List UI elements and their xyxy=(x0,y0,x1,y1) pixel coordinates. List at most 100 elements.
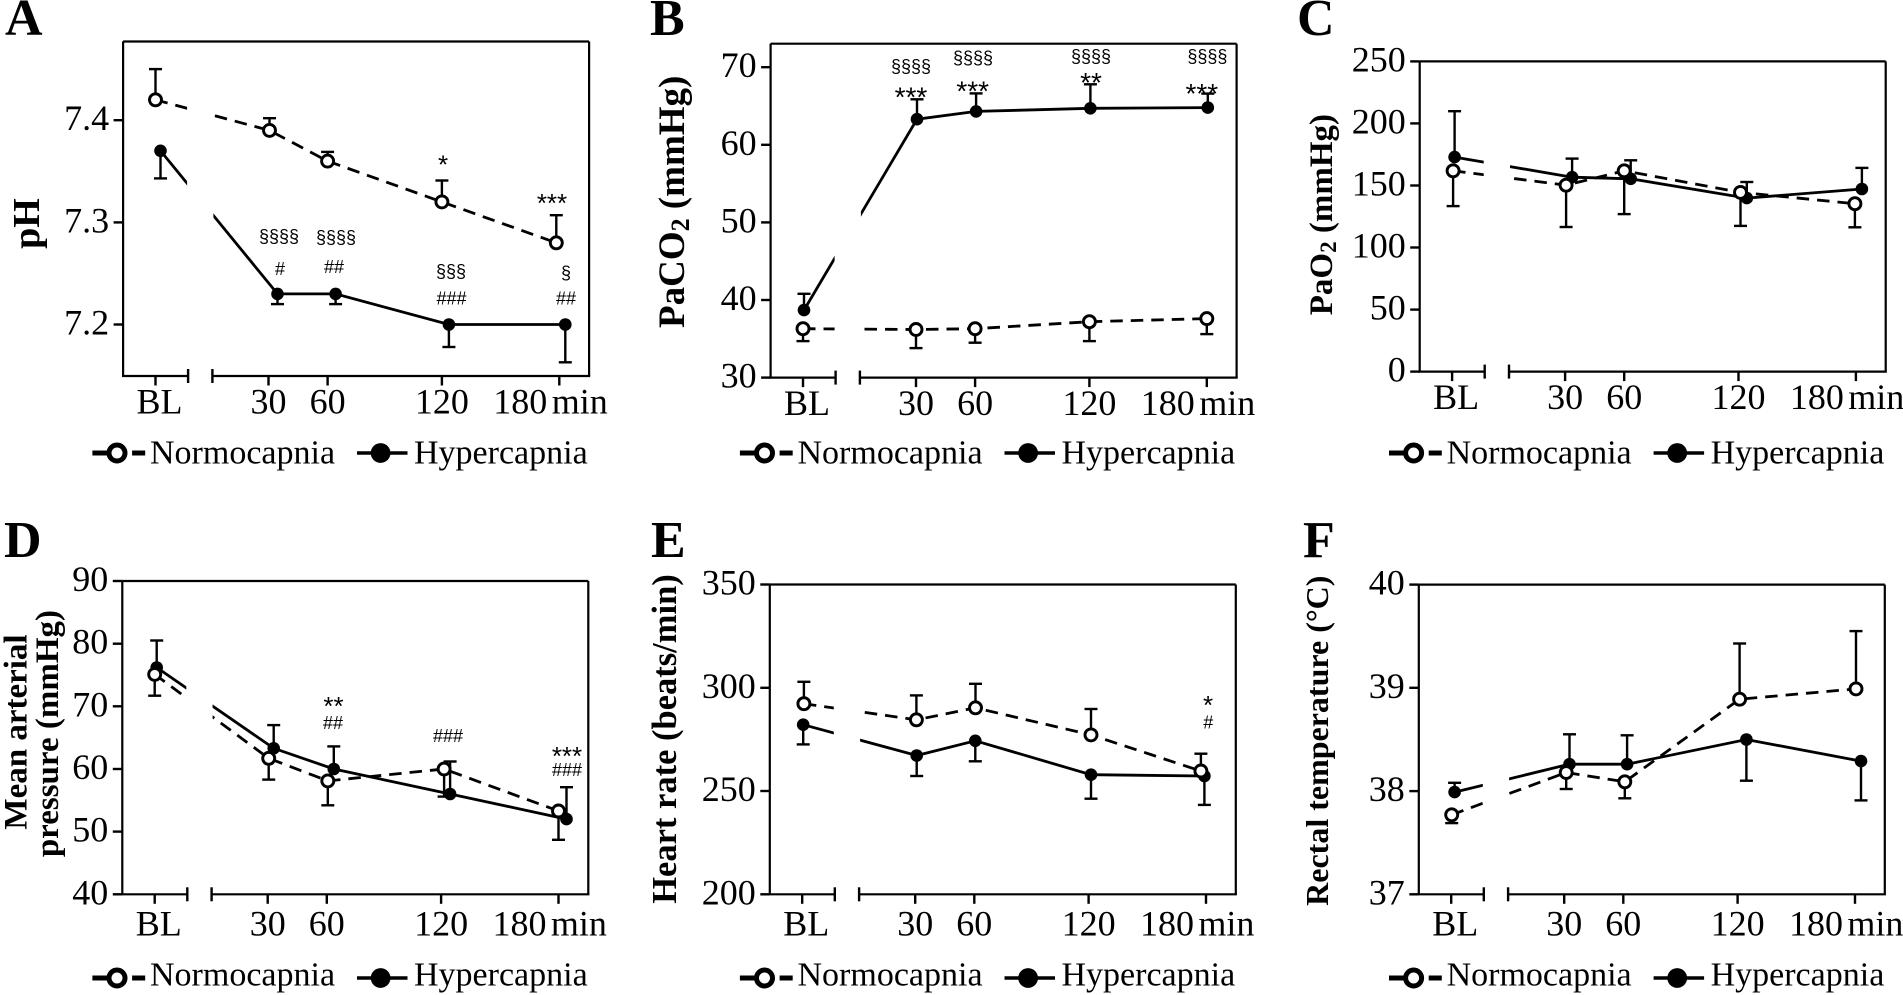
svg-text:60: 60 xyxy=(1606,377,1642,417)
svg-text:40: 40 xyxy=(721,278,757,318)
svg-text:30: 30 xyxy=(898,383,934,423)
svg-text:Normocapnia: Normocapnia xyxy=(150,957,335,994)
svg-text:Hypercapnia: Hypercapnia xyxy=(1711,435,1885,472)
svg-text:350: 350 xyxy=(702,563,756,603)
svg-text:Rectal temperature (°C): Rectal temperature (°C) xyxy=(1299,576,1335,906)
svg-text:Heart rate (beats/min): Heart rate (beats/min) xyxy=(646,574,684,904)
svg-text:§§§§: §§§§ xyxy=(316,228,356,248)
svg-text:60: 60 xyxy=(956,904,992,944)
svg-text:min: min xyxy=(1198,904,1254,944)
svg-text:Normocapnia: Normocapnia xyxy=(1447,435,1632,472)
svg-text:min: min xyxy=(1199,383,1255,423)
svg-text:120: 120 xyxy=(414,904,468,944)
svg-text:*: * xyxy=(438,150,448,180)
svg-text:§§§§: §§§§ xyxy=(1187,47,1227,67)
svg-text:***: *** xyxy=(895,82,928,113)
svg-text:Hypercapnia: Hypercapnia xyxy=(1062,435,1236,472)
svg-text:PaO2 (mmHg): PaO2 (mmHg) xyxy=(1304,114,1341,315)
svg-text:Hypercapnia: Hypercapnia xyxy=(414,957,588,994)
svg-text:§§§§: §§§§ xyxy=(891,57,931,77)
svg-text:Hypercapnia: Hypercapnia xyxy=(1062,957,1236,994)
svg-text:180: 180 xyxy=(1790,377,1844,417)
svg-text:30: 30 xyxy=(897,904,933,944)
svg-text:50: 50 xyxy=(72,810,108,850)
svg-text:120: 120 xyxy=(1711,904,1765,944)
svg-text:min: min xyxy=(1847,904,1903,944)
svg-text:###: ### xyxy=(436,289,466,309)
svg-text:60: 60 xyxy=(721,123,757,163)
svg-text:120: 120 xyxy=(415,382,469,422)
svg-text:BL: BL xyxy=(783,904,829,944)
svg-text:180: 180 xyxy=(1140,904,1194,944)
svg-text:F: F xyxy=(1303,512,1335,569)
svg-text:180: 180 xyxy=(1789,904,1843,944)
svg-text:180: 180 xyxy=(493,904,547,944)
svg-text:60: 60 xyxy=(957,383,993,423)
svg-text:Mean arterial: Mean arterial xyxy=(0,634,35,829)
svg-text:Normocapnia: Normocapnia xyxy=(798,435,983,472)
svg-text:38: 38 xyxy=(1369,769,1405,809)
svg-text:Hypercapnia: Hypercapnia xyxy=(414,435,588,472)
svg-text:Hypercapnia: Hypercapnia xyxy=(1711,957,1885,994)
svg-text:180: 180 xyxy=(493,382,547,422)
svg-text:120: 120 xyxy=(1062,904,1116,944)
svg-text:300: 300 xyxy=(702,666,756,706)
svg-text:30: 30 xyxy=(721,356,757,396)
svg-text:30: 30 xyxy=(1547,377,1583,417)
svg-text:60: 60 xyxy=(72,747,108,787)
svg-text:***: *** xyxy=(1185,78,1218,109)
svg-text:min: min xyxy=(551,904,607,944)
svg-text:40: 40 xyxy=(1369,563,1405,603)
svg-text:80: 80 xyxy=(72,622,108,662)
svg-text:Normocapnia: Normocapnia xyxy=(798,957,983,994)
svg-text:0: 0 xyxy=(1388,350,1406,390)
svg-text:200: 200 xyxy=(702,872,756,912)
svg-text:**: ** xyxy=(1080,67,1102,98)
svg-text:##: ## xyxy=(556,289,576,309)
svg-text:D: D xyxy=(4,512,42,569)
svg-text:120: 120 xyxy=(1712,377,1766,417)
svg-text:§§§§: §§§§ xyxy=(953,48,993,68)
svg-text:40: 40 xyxy=(72,872,108,912)
svg-text:***: *** xyxy=(552,741,582,771)
svg-text:#: # xyxy=(1203,713,1213,733)
svg-text:250: 250 xyxy=(1352,39,1406,79)
svg-text:**: ** xyxy=(323,691,343,721)
svg-text:BL: BL xyxy=(136,904,182,944)
svg-text:§: § xyxy=(561,263,571,283)
svg-text:120: 120 xyxy=(1062,383,1116,423)
svg-text:##: ## xyxy=(324,257,344,277)
svg-text:7.2: 7.2 xyxy=(64,303,109,343)
svg-text:60: 60 xyxy=(309,904,345,944)
svg-text:30: 30 xyxy=(1546,904,1582,944)
svg-text:Normocapnia: Normocapnia xyxy=(150,435,335,472)
svg-text:min: min xyxy=(1848,377,1903,417)
svg-text:§§§: §§§ xyxy=(436,262,466,282)
svg-text:pressure (mmHg): pressure (mmHg) xyxy=(30,610,66,857)
svg-text:min: min xyxy=(552,382,608,422)
svg-text:E: E xyxy=(651,512,686,569)
svg-text:pH: pH xyxy=(6,198,48,249)
svg-text:100: 100 xyxy=(1352,226,1406,266)
svg-text:37: 37 xyxy=(1369,872,1405,912)
svg-text:180: 180 xyxy=(1141,383,1195,423)
svg-text:***: *** xyxy=(956,76,989,107)
svg-text:###: ### xyxy=(433,726,463,746)
svg-text:70: 70 xyxy=(721,45,757,85)
svg-text:39: 39 xyxy=(1369,666,1405,706)
svg-text:200: 200 xyxy=(1352,101,1406,141)
svg-text:70: 70 xyxy=(72,684,108,724)
svg-text:60: 60 xyxy=(310,382,346,422)
svg-text:90: 90 xyxy=(72,559,108,599)
svg-text:A: A xyxy=(5,0,43,47)
svg-text:Normocapnia: Normocapnia xyxy=(1447,957,1632,994)
svg-text:7.4: 7.4 xyxy=(64,98,109,138)
svg-text:50: 50 xyxy=(1370,288,1406,328)
svg-text:30: 30 xyxy=(250,904,286,944)
svg-text:*: * xyxy=(1203,690,1213,720)
svg-text:B: B xyxy=(650,0,685,47)
svg-text:BL: BL xyxy=(136,382,182,422)
svg-text:#: # xyxy=(275,259,285,279)
svg-text:250: 250 xyxy=(702,769,756,809)
svg-text:BL: BL xyxy=(784,383,830,423)
